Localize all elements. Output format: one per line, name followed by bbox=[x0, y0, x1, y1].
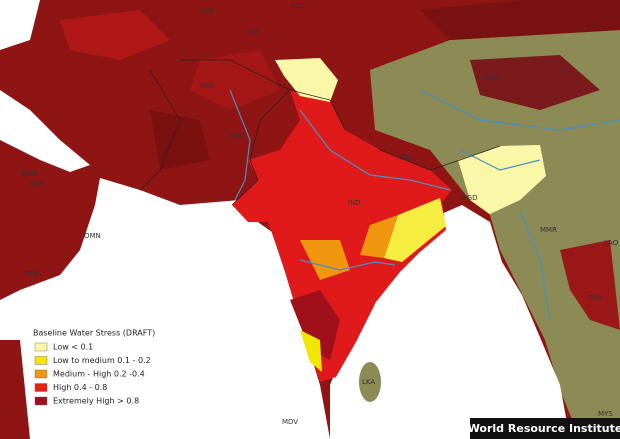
region bbox=[275, 58, 338, 102]
credit-box bbox=[470, 418, 620, 439]
legend-label: Low < 0.1 bbox=[53, 343, 93, 352]
country-label: BGD bbox=[462, 194, 478, 202]
border bbox=[180, 59, 346, 131]
legend-swatch bbox=[34, 383, 48, 392]
country-label: LAO bbox=[604, 239, 619, 247]
border bbox=[379, 145, 501, 171]
country-label: KGZ bbox=[290, 2, 305, 10]
region bbox=[232, 90, 452, 382]
sea bbox=[0, 178, 330, 439]
river bbox=[299, 109, 451, 191]
region bbox=[370, 30, 620, 439]
country-label: TJK bbox=[247, 28, 259, 36]
country-label: MYS bbox=[598, 410, 613, 418]
region bbox=[60, 10, 170, 60]
island bbox=[359, 362, 381, 402]
country-label: AFG bbox=[200, 82, 214, 90]
region bbox=[384, 198, 446, 262]
legend-swatch bbox=[34, 342, 48, 352]
legend-swatch bbox=[34, 369, 48, 379]
river bbox=[229, 89, 251, 201]
country-label: MMR bbox=[540, 226, 557, 234]
region bbox=[470, 55, 600, 110]
country-label: BHR bbox=[22, 170, 37, 178]
legend: Baseline Water Stress (DRAFT) Low < 0.1 L… bbox=[33, 329, 155, 406]
border bbox=[231, 89, 291, 206]
legend-swatch bbox=[34, 396, 48, 406]
region bbox=[420, 0, 620, 40]
country-label: NPL bbox=[400, 154, 413, 162]
country-label: OMN bbox=[84, 232, 101, 240]
sea bbox=[330, 205, 570, 439]
region bbox=[300, 330, 322, 372]
country-label: YEM bbox=[23, 270, 39, 278]
country-label: MDV bbox=[282, 418, 298, 426]
legend-swatch bbox=[34, 356, 48, 365]
country-label: THA bbox=[587, 294, 603, 302]
country-label: LKA bbox=[362, 378, 375, 386]
region bbox=[190, 50, 280, 110]
region bbox=[360, 215, 398, 258]
legend-title: Baseline Water Stress (DRAFT) bbox=[33, 329, 155, 338]
region bbox=[290, 290, 340, 360]
region bbox=[458, 145, 546, 214]
credit: World Resource Institute bbox=[468, 422, 620, 435]
legend-label: High 0.4 - 0.8 bbox=[53, 383, 107, 392]
region bbox=[560, 240, 620, 330]
sea bbox=[0, 0, 40, 50]
country-label: PAK bbox=[230, 132, 244, 140]
river bbox=[419, 89, 620, 131]
river bbox=[519, 209, 551, 321]
country-label: QAT bbox=[30, 180, 45, 188]
sea bbox=[0, 90, 90, 172]
region bbox=[300, 240, 350, 280]
river bbox=[299, 259, 396, 271]
region bbox=[150, 110, 210, 170]
country-label: CHN bbox=[484, 74, 499, 82]
legend-label: Extremely High > 0.8 bbox=[53, 397, 139, 406]
border bbox=[139, 69, 181, 191]
country-label: UZB bbox=[200, 8, 215, 16]
river bbox=[459, 149, 541, 171]
country-label: IND bbox=[348, 199, 361, 207]
legend-label: Low to medium 0.1 - 0.2 bbox=[53, 356, 151, 365]
legend-label: Medium - High 0.2 -0.4 bbox=[53, 370, 145, 379]
